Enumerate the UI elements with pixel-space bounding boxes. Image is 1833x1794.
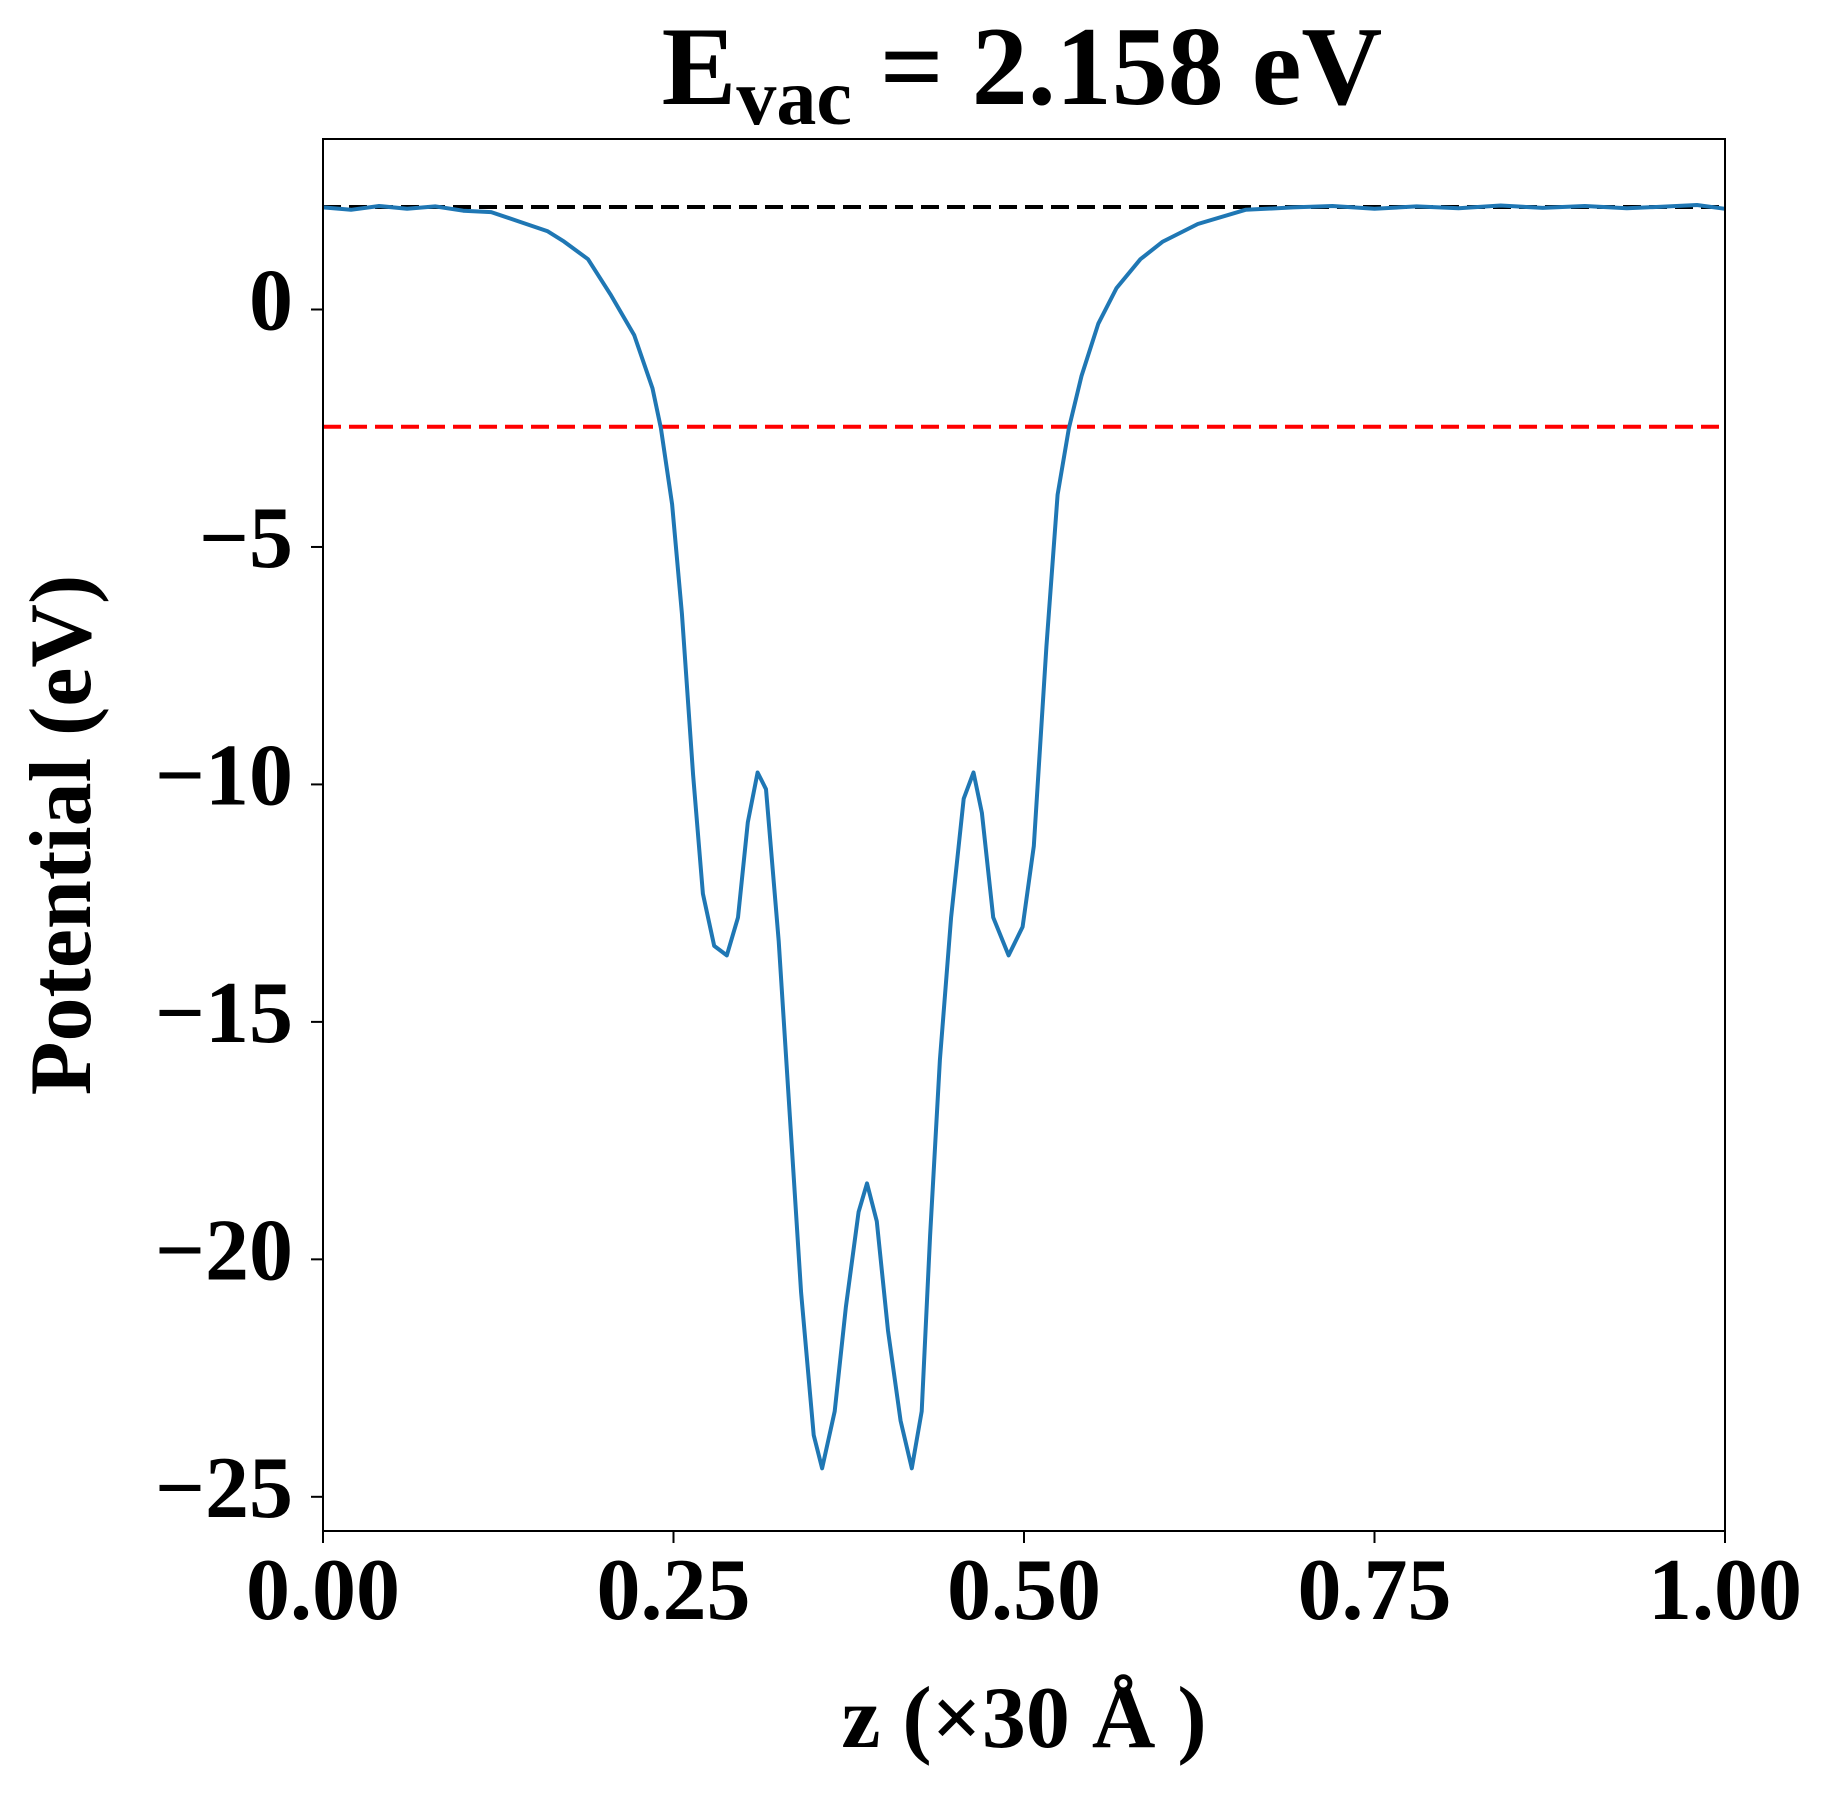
y-tick-label: −15: [155, 965, 293, 1062]
y-tick-label: 0: [249, 253, 293, 350]
chart-title: Evac = 2.158 eV: [662, 5, 1383, 143]
potential-line: [322, 203, 1726, 1471]
y-tick-label: −10: [155, 728, 293, 825]
plot-frame: [322, 138, 1726, 1532]
x-tick-label: 0.50: [947, 1542, 1101, 1639]
x-tick-label: 0.25: [597, 1542, 751, 1639]
y-tick-label: −25: [155, 1440, 293, 1537]
title-rest: = 2.158 eV: [852, 5, 1382, 129]
y-axis-label: Potential (eV): [13, 575, 110, 1095]
y-tick-label: −5: [199, 490, 293, 587]
x-axis-label: z (×30 Å ): [841, 1670, 1206, 1767]
y-tick-label: −20: [155, 1203, 293, 1300]
title-subscript: vac: [736, 54, 852, 142]
title-main: E: [662, 5, 737, 129]
x-tick-label: 0.00: [246, 1542, 400, 1639]
x-tick-label: 1.00: [1648, 1542, 1802, 1639]
x-tick-label: 0.75: [1298, 1542, 1452, 1639]
